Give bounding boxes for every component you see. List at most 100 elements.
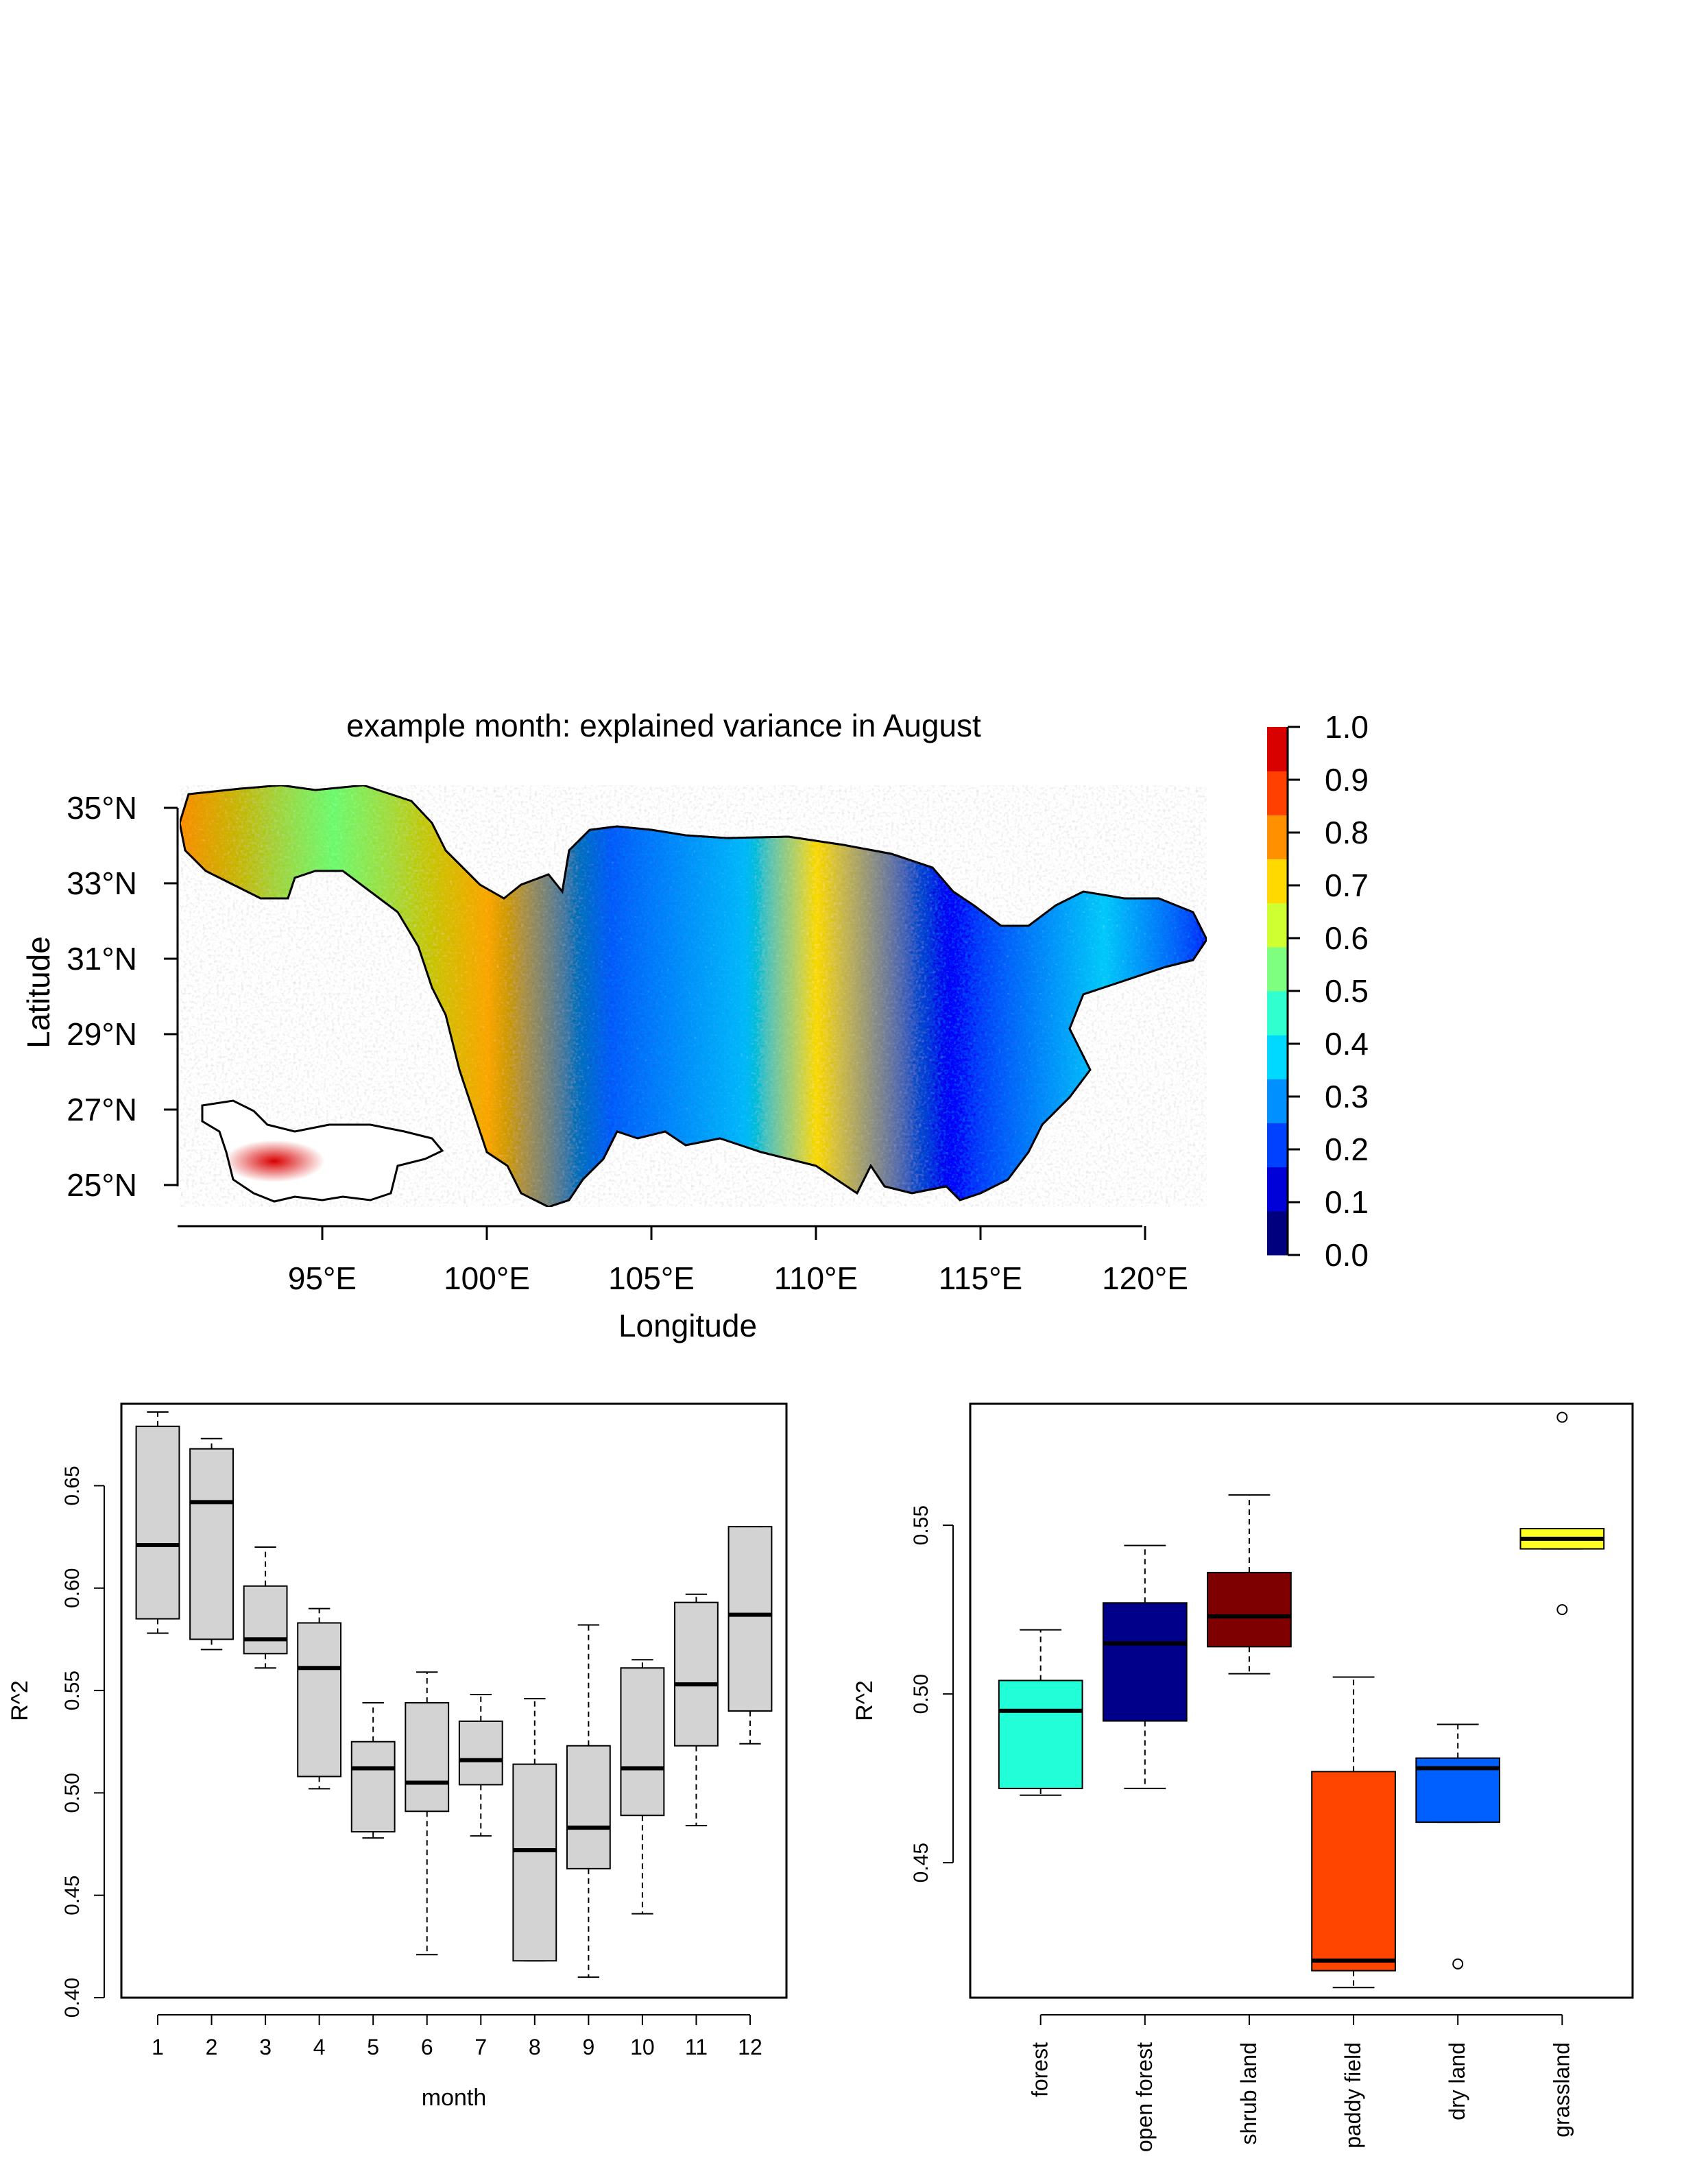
map-x-label: Longitude [618, 1308, 757, 1343]
legend-tick-label: 0.4 [1325, 1026, 1369, 1062]
box-body [350, 1741, 396, 1833]
x-tick-label: 8 [529, 2035, 541, 2059]
legend-swatch [1267, 1035, 1288, 1079]
boxplot-landcover-panel: 0.45 0.50 0.55 forest open forest shrub land p… [852, 1402, 1634, 2152]
legend-tick-label: 0.5 [1325, 973, 1369, 1009]
box-outlier-point [1556, 1604, 1568, 1616]
map-title: example month: explained variance in Aug… [346, 708, 981, 743]
x-tick-label: 2 [206, 2035, 218, 2059]
map-y-tick-label: 29°N [67, 1016, 137, 1052]
x-tick-label: 10 [630, 2035, 655, 2059]
map-y-tick-label: 35°N [67, 790, 137, 826]
legend-tick-label: 0.2 [1325, 1132, 1369, 1167]
legend-tick-label: 0.6 [1325, 920, 1369, 956]
box-body [674, 1601, 719, 1747]
box-body [998, 1679, 1083, 1789]
legend-tick-label: 1.0 [1325, 709, 1369, 745]
map-y-tick-label: 27°N [67, 1092, 137, 1127]
box-body [405, 1701, 450, 1813]
legend-swatch [1267, 771, 1288, 815]
legend-tick-label: 0.3 [1325, 1079, 1369, 1114]
map-y-tick-label: 31°N [67, 941, 137, 977]
y-tick-label: 0.45 [61, 1875, 84, 1915]
box-body [512, 1763, 557, 1962]
x-tick-label: 3 [259, 2035, 272, 2059]
map-x-ticks: 95°E 100°E 105°E 110°E 115°E 120°E [288, 1226, 1188, 1296]
legend-swatch [1267, 1167, 1288, 1212]
boxplot-months-frame [120, 1402, 788, 1999]
box-body [135, 1425, 180, 1620]
legend-swatch [1267, 902, 1288, 948]
legend-tick-label: 0.0 [1325, 1237, 1369, 1273]
boxplot-months-y-label: R^2 [7, 1680, 33, 1721]
boxplot-landcover-y-label: R^2 [852, 1680, 878, 1721]
y-tick-label: 0.60 [61, 1568, 84, 1608]
box-outlier-point [1556, 1411, 1568, 1423]
map-basin-region [178, 784, 1208, 1208]
x-tick-label: 4 [313, 2035, 326, 2059]
y-tick-label: 0.40 [61, 1978, 84, 2018]
box-body [1102, 1602, 1188, 1722]
x-tick-label: 5 [367, 2035, 379, 2059]
legend-swatch [1267, 1123, 1288, 1168]
y-tick-label: 0.50 [910, 1674, 933, 1714]
map-x-tick-label: 120°E [1102, 1260, 1188, 1296]
boxplot-landcover-plot: 0.45 0.50 0.55 forest open forest shrub land p… [910, 1411, 1605, 2152]
x-tick-label: 11 [685, 2035, 708, 2059]
boxplot-months-plot: 0.400.450.500.550.600.651 2 3 4 5 6 7 8 9 10 11 12 [61, 1411, 773, 2059]
legend-swatch [1267, 859, 1288, 904]
y-tick-label: 0.55 [61, 1671, 84, 1710]
map-y-tick-label: 25°N [67, 1167, 137, 1203]
box-body [1207, 1572, 1292, 1648]
map-x-tick-label: 115°E [939, 1260, 1022, 1296]
map-x-tick-label: 100°E [444, 1260, 530, 1296]
x-tick-label: dry land [1445, 2042, 1469, 2120]
x-tick-label: grassland [1549, 2042, 1574, 2138]
box-body [727, 1526, 773, 1712]
x-tick-label: open forest [1132, 2042, 1157, 2152]
map-x-tick-label: 105°E [608, 1260, 695, 1296]
y-tick-label: 0.50 [61, 1773, 84, 1813]
map-y-label: Latitude [21, 936, 56, 1049]
map-y-tick-label: 33°N [67, 865, 137, 901]
legend-tick-label: 0.7 [1325, 868, 1369, 903]
x-tick-label: paddy field [1340, 2042, 1365, 2149]
box-body [243, 1585, 288, 1655]
x-tick-label: 1 [152, 2035, 164, 2059]
x-tick-label: 7 [474, 2035, 487, 2059]
box-body [566, 1745, 611, 1869]
x-tick-label: 12 [738, 2035, 762, 2059]
boxplot-months-x-label: month [422, 2085, 487, 2111]
map-x-tick-label: 110°E [774, 1260, 858, 1296]
legend-tick-label: 0.8 [1325, 815, 1369, 850]
box-body [620, 1667, 665, 1817]
box-body [458, 1720, 503, 1786]
box-outlier-point [1452, 1958, 1464, 1970]
y-tick-label: 0.45 [910, 1843, 933, 1882]
y-tick-label: 0.65 [61, 1466, 84, 1505]
legend-swatch [1267, 946, 1288, 992]
legend-swatch [1267, 1210, 1288, 1256]
legend-tick-label: 0.1 [1325, 1184, 1369, 1220]
box-body [1311, 1771, 1396, 1972]
map-x-tick-label: 95°E [288, 1260, 357, 1296]
map-color-legend: 1.0 0.9 0.8 0.7 0.6 0.5 0.4 0.3 0.2 0.1 0.0 [1267, 709, 1369, 1273]
box-body [297, 1622, 342, 1778]
box-body [189, 1448, 234, 1640]
legend-swatch [1267, 1079, 1288, 1123]
x-tick-label: 6 [421, 2035, 433, 2059]
boxplot-landcover-frame [969, 1402, 1634, 1999]
x-tick-label: shrub land [1236, 2042, 1261, 2144]
x-tick-label: 9 [582, 2035, 594, 2059]
legend-tick-label: 0.9 [1325, 762, 1369, 798]
legend-swatch [1267, 991, 1288, 1036]
boxplot-months-panel: 0.400.450.500.550.600.651 2 3 4 5 6 7 8 9 10 11 12 … [7, 1402, 788, 2111]
map-y-ticks: 35°N 33°N 31°N 29°N 27°N 25°N [67, 790, 178, 1203]
x-tick-label: forest [1028, 2042, 1053, 2097]
legend-swatch [1267, 815, 1288, 859]
map-inlay-region [201, 1099, 444, 1203]
map-panel: example month: explained variance in Aug… [21, 708, 1369, 1343]
y-tick-label: 0.55 [910, 1505, 933, 1545]
legend-swatch [1267, 727, 1288, 771]
